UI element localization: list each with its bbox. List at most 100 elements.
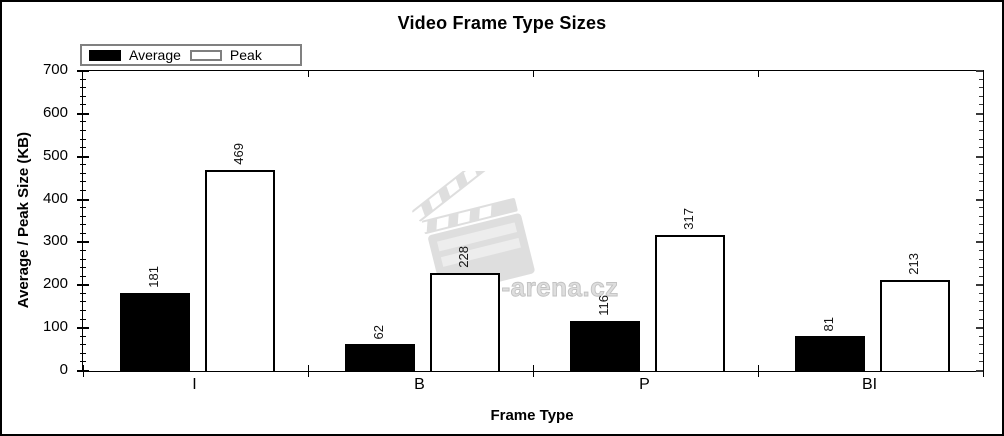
- y-tick-left: [80, 352, 86, 354]
- y-tick-left: [77, 112, 89, 115]
- bar-label-peak-P: 317: [681, 208, 696, 230]
- y-tick-right: [979, 361, 983, 363]
- y-tick-left: [80, 250, 86, 251]
- y-tick-left: [77, 198, 89, 201]
- y-tick-right: [976, 70, 983, 72]
- y-tick-left: [77, 284, 89, 287]
- y-tick-right: [979, 190, 983, 191]
- y-tick-right: [979, 352, 983, 354]
- x-tick-top: [757, 71, 759, 77]
- y-tick-right: [979, 250, 983, 251]
- y-tick-left: [80, 164, 86, 166]
- y-tick-right: [979, 224, 983, 226]
- y-tick-right: [976, 155, 983, 158]
- y-tick-left: [80, 147, 86, 149]
- y-tick-right: [979, 147, 983, 149]
- y-tick-right: [979, 292, 983, 294]
- y-tick-left: [80, 130, 86, 131]
- bar-label-peak-BI: 213: [906, 253, 921, 275]
- y-tick-label: 200: [42, 275, 68, 293]
- y-tick-left: [80, 207, 86, 209]
- y-tick-left: [80, 181, 86, 183]
- y-tick-left: [80, 87, 86, 89]
- y-tick-left: [80, 335, 86, 337]
- x-tick-bottom: [82, 365, 84, 377]
- y-tick-left: [80, 292, 86, 294]
- y-tick-right: [979, 335, 983, 337]
- bar-average-B: [345, 344, 415, 371]
- chart-title: Video Frame Type Sizes: [397, 13, 607, 33]
- y-tick-right: [976, 198, 983, 201]
- y-tick-right: [979, 232, 983, 234]
- y-tick-label: 400: [42, 189, 68, 207]
- y-tick-right: [976, 112, 983, 115]
- legend: Average Peak: [80, 44, 302, 66]
- x-category-label-I: I: [192, 376, 197, 393]
- y-tick-left: [80, 121, 86, 123]
- y-tick-left: [80, 95, 86, 97]
- y-tick-right: [979, 310, 983, 311]
- y-tick-right: [979, 275, 983, 277]
- x-category-label-P: P: [639, 376, 650, 393]
- y-tick-left: [77, 70, 89, 72]
- y-tick-label: 600: [42, 103, 68, 121]
- y-tick-left: [80, 232, 86, 234]
- y-tick-right: [979, 138, 983, 140]
- x-axis-title: Frame Type: [490, 407, 574, 424]
- y-tick-label: 500: [42, 146, 68, 164]
- y-tick-right: [979, 104, 983, 106]
- legend-label-average: Average: [129, 47, 181, 63]
- y-tick-right: [976, 284, 983, 287]
- bar-average-I: [120, 293, 190, 371]
- y-tick-right: [979, 301, 983, 303]
- x-category-label-B: B: [414, 376, 425, 393]
- y-tick-right: [979, 121, 983, 123]
- y-tick-right: [979, 164, 983, 166]
- bar-average-P: [570, 321, 640, 371]
- y-tick-right: [979, 130, 983, 131]
- y-tick-left: [80, 190, 86, 191]
- bar-label-peak-B: 228: [456, 246, 471, 268]
- plot-area: Film-arena.cz 181 62 116 81 469 228 317 213: [77, 70, 984, 377]
- bar-average-BI: [795, 336, 865, 371]
- y-tick-left: [80, 267, 86, 269]
- y-tick-right: [976, 370, 983, 372]
- y-tick-right: [979, 78, 983, 80]
- y-tick-label: 300: [42, 232, 68, 250]
- bar-peak-B: [430, 273, 500, 371]
- legend-label-peak: Peak: [229, 47, 262, 63]
- bar-peak-P: [655, 235, 725, 371]
- bar-label-average-B: 62: [371, 324, 386, 339]
- y-tick-label: 100: [42, 318, 68, 336]
- bar-peak-I: [205, 170, 275, 371]
- y-tick-right: [976, 241, 983, 244]
- x-tick-bottom: [307, 365, 309, 377]
- clapperboard-icon: [421, 198, 518, 234]
- y-tick-left: [80, 310, 86, 311]
- y-tick-left: [80, 361, 86, 363]
- legend-swatch-average: [89, 49, 121, 61]
- x-tick-bottom: [532, 365, 534, 377]
- y-tick-right: [979, 181, 983, 183]
- y-tick-right: [979, 344, 983, 346]
- y-tick-right: [979, 87, 983, 89]
- bar-label-average-BI: 81: [821, 316, 836, 331]
- y-tick-right: [979, 215, 983, 217]
- x-tick-bottom: [757, 365, 759, 377]
- bar-label-average-P: 116: [596, 295, 611, 316]
- y-tick-left: [80, 138, 86, 140]
- x-tick-top: [307, 71, 309, 77]
- y-tick-right: [979, 318, 983, 320]
- x-tick-top: [532, 71, 534, 77]
- y-tick-left: [77, 155, 89, 158]
- y-tick-left: [80, 344, 86, 346]
- y-tick-label: 700: [42, 61, 68, 78]
- y-tick-left: [80, 104, 86, 106]
- y-tick-right: [979, 267, 983, 269]
- y-tick-left: [80, 301, 86, 303]
- y-tick-right: [979, 258, 983, 260]
- y-tick-left: [77, 327, 89, 330]
- y-tick-left: [80, 318, 86, 320]
- y-tick-right: [979, 172, 983, 174]
